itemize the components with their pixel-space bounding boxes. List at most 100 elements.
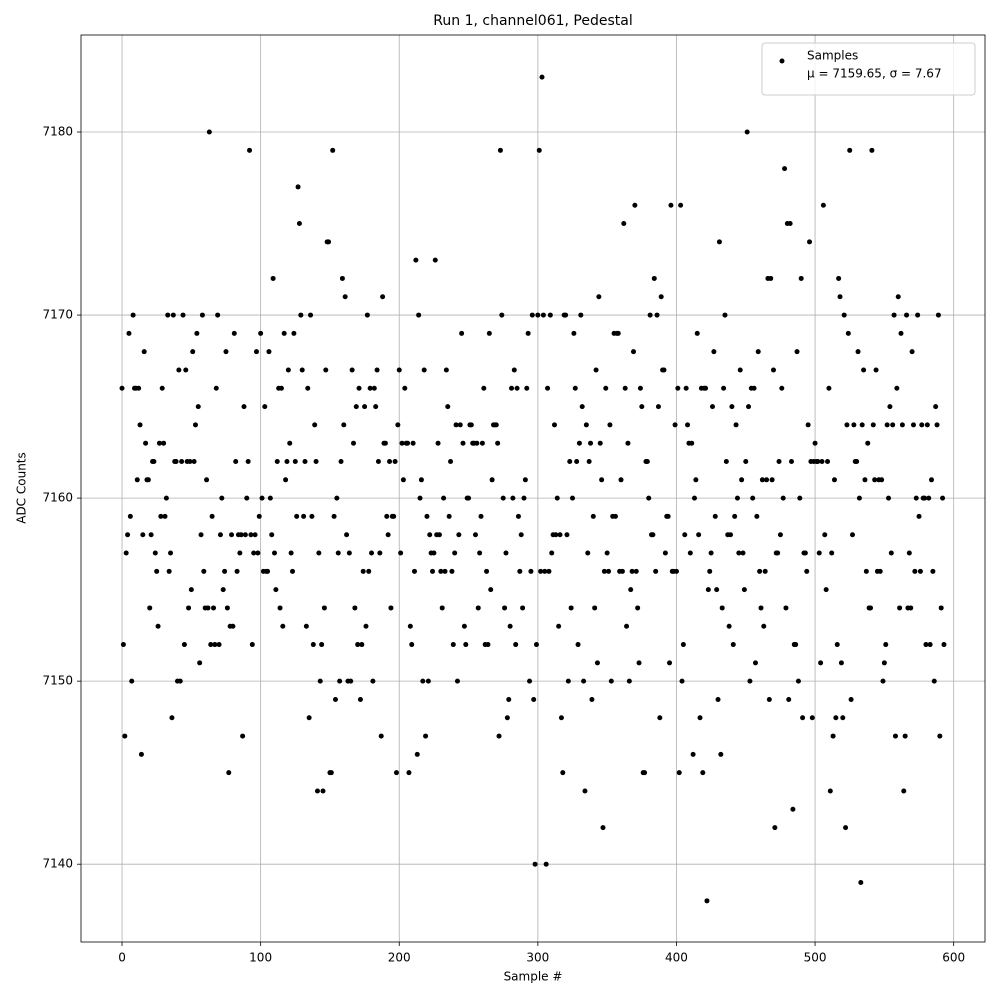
point <box>375 459 381 465</box>
point <box>244 495 250 501</box>
point <box>441 495 447 501</box>
point <box>309 513 315 519</box>
point <box>524 385 530 391</box>
legend-label: Samples <box>807 49 858 63</box>
point <box>679 678 685 684</box>
point <box>802 550 808 556</box>
point <box>665 513 671 519</box>
point <box>744 129 750 135</box>
point <box>700 770 706 776</box>
point <box>213 385 219 391</box>
point <box>651 275 657 281</box>
point <box>474 440 480 446</box>
point <box>543 861 549 867</box>
point <box>463 642 469 648</box>
point <box>274 459 280 465</box>
point <box>485 642 491 648</box>
point <box>418 477 424 483</box>
point <box>798 275 804 281</box>
point <box>385 532 391 538</box>
point <box>592 605 598 611</box>
point <box>378 733 384 739</box>
point <box>442 568 448 574</box>
point <box>657 715 663 721</box>
point <box>170 312 176 318</box>
point <box>371 385 377 391</box>
point <box>793 642 799 648</box>
point <box>220 587 226 593</box>
point <box>271 550 277 556</box>
point <box>134 477 140 483</box>
point <box>862 477 868 483</box>
point <box>872 477 878 483</box>
point <box>425 678 431 684</box>
point <box>705 587 711 593</box>
point <box>644 459 650 465</box>
point <box>127 513 133 519</box>
point <box>783 605 789 611</box>
point <box>259 495 265 501</box>
point <box>789 459 795 465</box>
point <box>891 312 897 318</box>
point <box>346 550 352 556</box>
point <box>518 532 524 538</box>
chart-title: Run 1, channel061, Pedestal <box>433 13 632 29</box>
point <box>752 660 758 666</box>
point <box>934 422 940 428</box>
point <box>181 642 187 648</box>
point <box>402 385 408 391</box>
point <box>122 733 128 739</box>
point <box>242 532 248 538</box>
legend-box <box>761 42 976 96</box>
point <box>933 404 939 410</box>
point <box>601 568 607 574</box>
point <box>177 678 183 684</box>
point <box>208 642 214 648</box>
point <box>838 660 844 666</box>
point <box>180 312 186 318</box>
point <box>722 312 728 318</box>
point <box>223 349 229 355</box>
point <box>436 532 442 538</box>
point <box>308 312 314 318</box>
point <box>680 642 686 648</box>
point <box>387 459 393 465</box>
point <box>515 513 521 519</box>
point <box>197 660 203 666</box>
point <box>848 696 854 702</box>
point <box>845 330 851 336</box>
point <box>169 715 175 721</box>
point <box>432 257 438 263</box>
x-tick-label: 600 <box>942 951 965 965</box>
point <box>941 642 947 648</box>
point <box>718 751 724 757</box>
point <box>191 459 197 465</box>
point <box>930 568 936 574</box>
point <box>736 550 742 556</box>
point <box>234 568 240 574</box>
point <box>270 275 276 281</box>
point <box>158 513 164 519</box>
point <box>341 422 347 428</box>
point <box>805 422 811 428</box>
point <box>662 550 668 556</box>
point <box>206 129 212 135</box>
point <box>438 568 444 574</box>
point <box>119 385 125 391</box>
point <box>253 349 259 355</box>
point <box>152 550 158 556</box>
point <box>159 385 165 391</box>
point <box>751 385 757 391</box>
point <box>165 312 171 318</box>
point <box>194 330 200 336</box>
point <box>528 568 534 574</box>
point <box>546 568 552 574</box>
point <box>409 642 415 648</box>
point <box>854 459 860 465</box>
point <box>338 459 344 465</box>
point <box>815 459 821 465</box>
point <box>125 532 131 538</box>
point <box>285 367 291 373</box>
point <box>888 550 894 556</box>
point <box>317 678 323 684</box>
